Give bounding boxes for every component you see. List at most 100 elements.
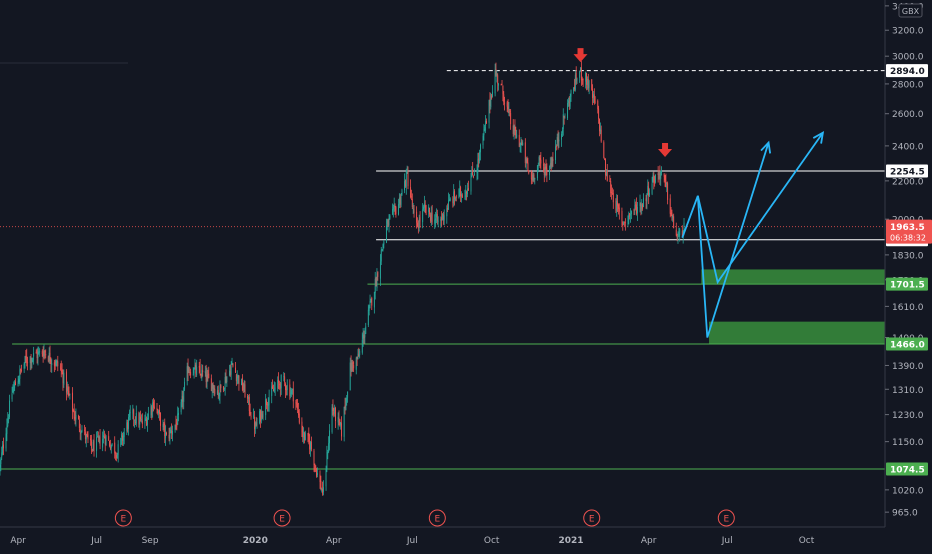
candle-body-88 (105, 437, 106, 444)
candle-body-106 (127, 422, 128, 429)
candle-body-425 (513, 125, 514, 134)
candle-body-4 (3, 445, 4, 449)
candle-body-318 (383, 245, 384, 250)
candle-body-344 (414, 209, 415, 213)
candle-body-209 (251, 416, 252, 418)
candle-body-362 (436, 214, 437, 218)
time-tick-label: Oct (484, 536, 500, 546)
candle-body-247 (297, 404, 298, 409)
candle-body-69 (81, 430, 82, 432)
candle-body-418 (503, 94, 504, 102)
candle-body-265 (320, 475, 321, 482)
candle-body-327 (394, 205, 395, 206)
candle-body-67 (80, 429, 81, 433)
candle-body-108 (129, 413, 130, 418)
candle-body-559 (673, 216, 674, 228)
candle-body-511 (616, 201, 617, 212)
candle-body-448 (540, 158, 541, 160)
candle-body-512 (617, 202, 618, 205)
candle-body-206 (248, 397, 249, 399)
candle-body-547 (659, 173, 660, 178)
candle-body-537 (647, 186, 648, 194)
candle-body-332 (400, 197, 401, 203)
candle-body-143 (171, 431, 172, 433)
candle-body-377 (454, 191, 455, 199)
candle-body-360 (434, 220, 435, 224)
candle-body-426 (514, 126, 515, 134)
candle-body-369 (444, 215, 445, 220)
time-axis-bg (0, 527, 932, 550)
candle-body-562 (678, 237, 679, 238)
candle-body-23 (26, 357, 27, 363)
candle-body-104 (124, 432, 125, 437)
candle-body-442 (533, 175, 534, 180)
price-tick-label: 1390.0 (892, 362, 924, 372)
candle-body-491 (592, 89, 593, 98)
candle-body-447 (539, 157, 540, 164)
candle-body-52 (62, 370, 63, 372)
candle-body-241 (290, 392, 291, 394)
candle-body-162 (194, 365, 195, 367)
candle-body-101 (121, 434, 122, 437)
candle-body-298 (358, 355, 359, 357)
candle-body-1 (0, 459, 1, 465)
candle-body-462 (557, 137, 558, 145)
candle-body-492 (593, 94, 594, 97)
candle-body-59 (69, 394, 70, 395)
candle-body-520 (628, 216, 629, 225)
level-label-2254.5: 2254.5 (886, 165, 928, 178)
candle-body-311 (375, 279, 376, 293)
candle-body-41 (49, 353, 50, 361)
candle-body-131 (157, 411, 158, 412)
candle-body-228 (274, 389, 275, 392)
candle-body-238 (286, 390, 287, 391)
time-tick-label: Jul (721, 536, 733, 546)
time-tick-label: Apr (10, 536, 26, 546)
candle-body-176 (212, 384, 213, 392)
candle-body-415 (501, 85, 502, 86)
candle-body-138 (165, 432, 166, 438)
candle-body-2 (1, 452, 2, 457)
candle-body-229 (275, 388, 276, 389)
candle-body-324 (389, 216, 390, 219)
price-tick-label: 3200.0 (892, 27, 924, 37)
candle-body-387 (466, 191, 467, 193)
candle-body-246 (296, 403, 297, 404)
candle-body-495 (597, 101, 598, 109)
candle-body-435 (525, 142, 526, 163)
candle-body-514 (619, 208, 620, 212)
candle-body-239 (287, 385, 288, 390)
candle-body-70 (84, 430, 85, 431)
candle-body-243 (292, 389, 293, 390)
candle-body-132 (158, 411, 159, 414)
candle-body-378 (455, 198, 456, 201)
candle-body-373 (449, 199, 450, 201)
candle-body-254 (305, 432, 306, 440)
candle-body-299 (359, 351, 360, 355)
candle-body-468 (564, 116, 565, 118)
candle-body-454 (546, 169, 547, 176)
candle-body-249 (299, 414, 300, 423)
candle-body-320 (386, 225, 387, 242)
candle-body-133 (159, 410, 160, 414)
candle-body-330 (398, 204, 399, 214)
candle-body-381 (459, 188, 460, 190)
candle-body-87 (104, 436, 105, 438)
candle-body-161 (194, 368, 195, 373)
candle-body-99 (118, 444, 119, 455)
candle-body-287 (345, 398, 346, 410)
candle-body-421 (508, 107, 509, 109)
candle-body-129 (154, 407, 155, 408)
candle-body-285 (344, 407, 345, 437)
candle-body-429 (516, 134, 517, 137)
candle-body-22 (25, 356, 26, 357)
countdown-timer: 06:38:32 (890, 234, 926, 243)
candle-body-55 (66, 371, 67, 392)
time-tick-label: Oct (799, 536, 815, 546)
candle-body-347 (418, 226, 419, 228)
candle-body-94 (112, 443, 113, 445)
candle-body-335 (404, 181, 405, 190)
candle-body-219 (263, 414, 264, 417)
